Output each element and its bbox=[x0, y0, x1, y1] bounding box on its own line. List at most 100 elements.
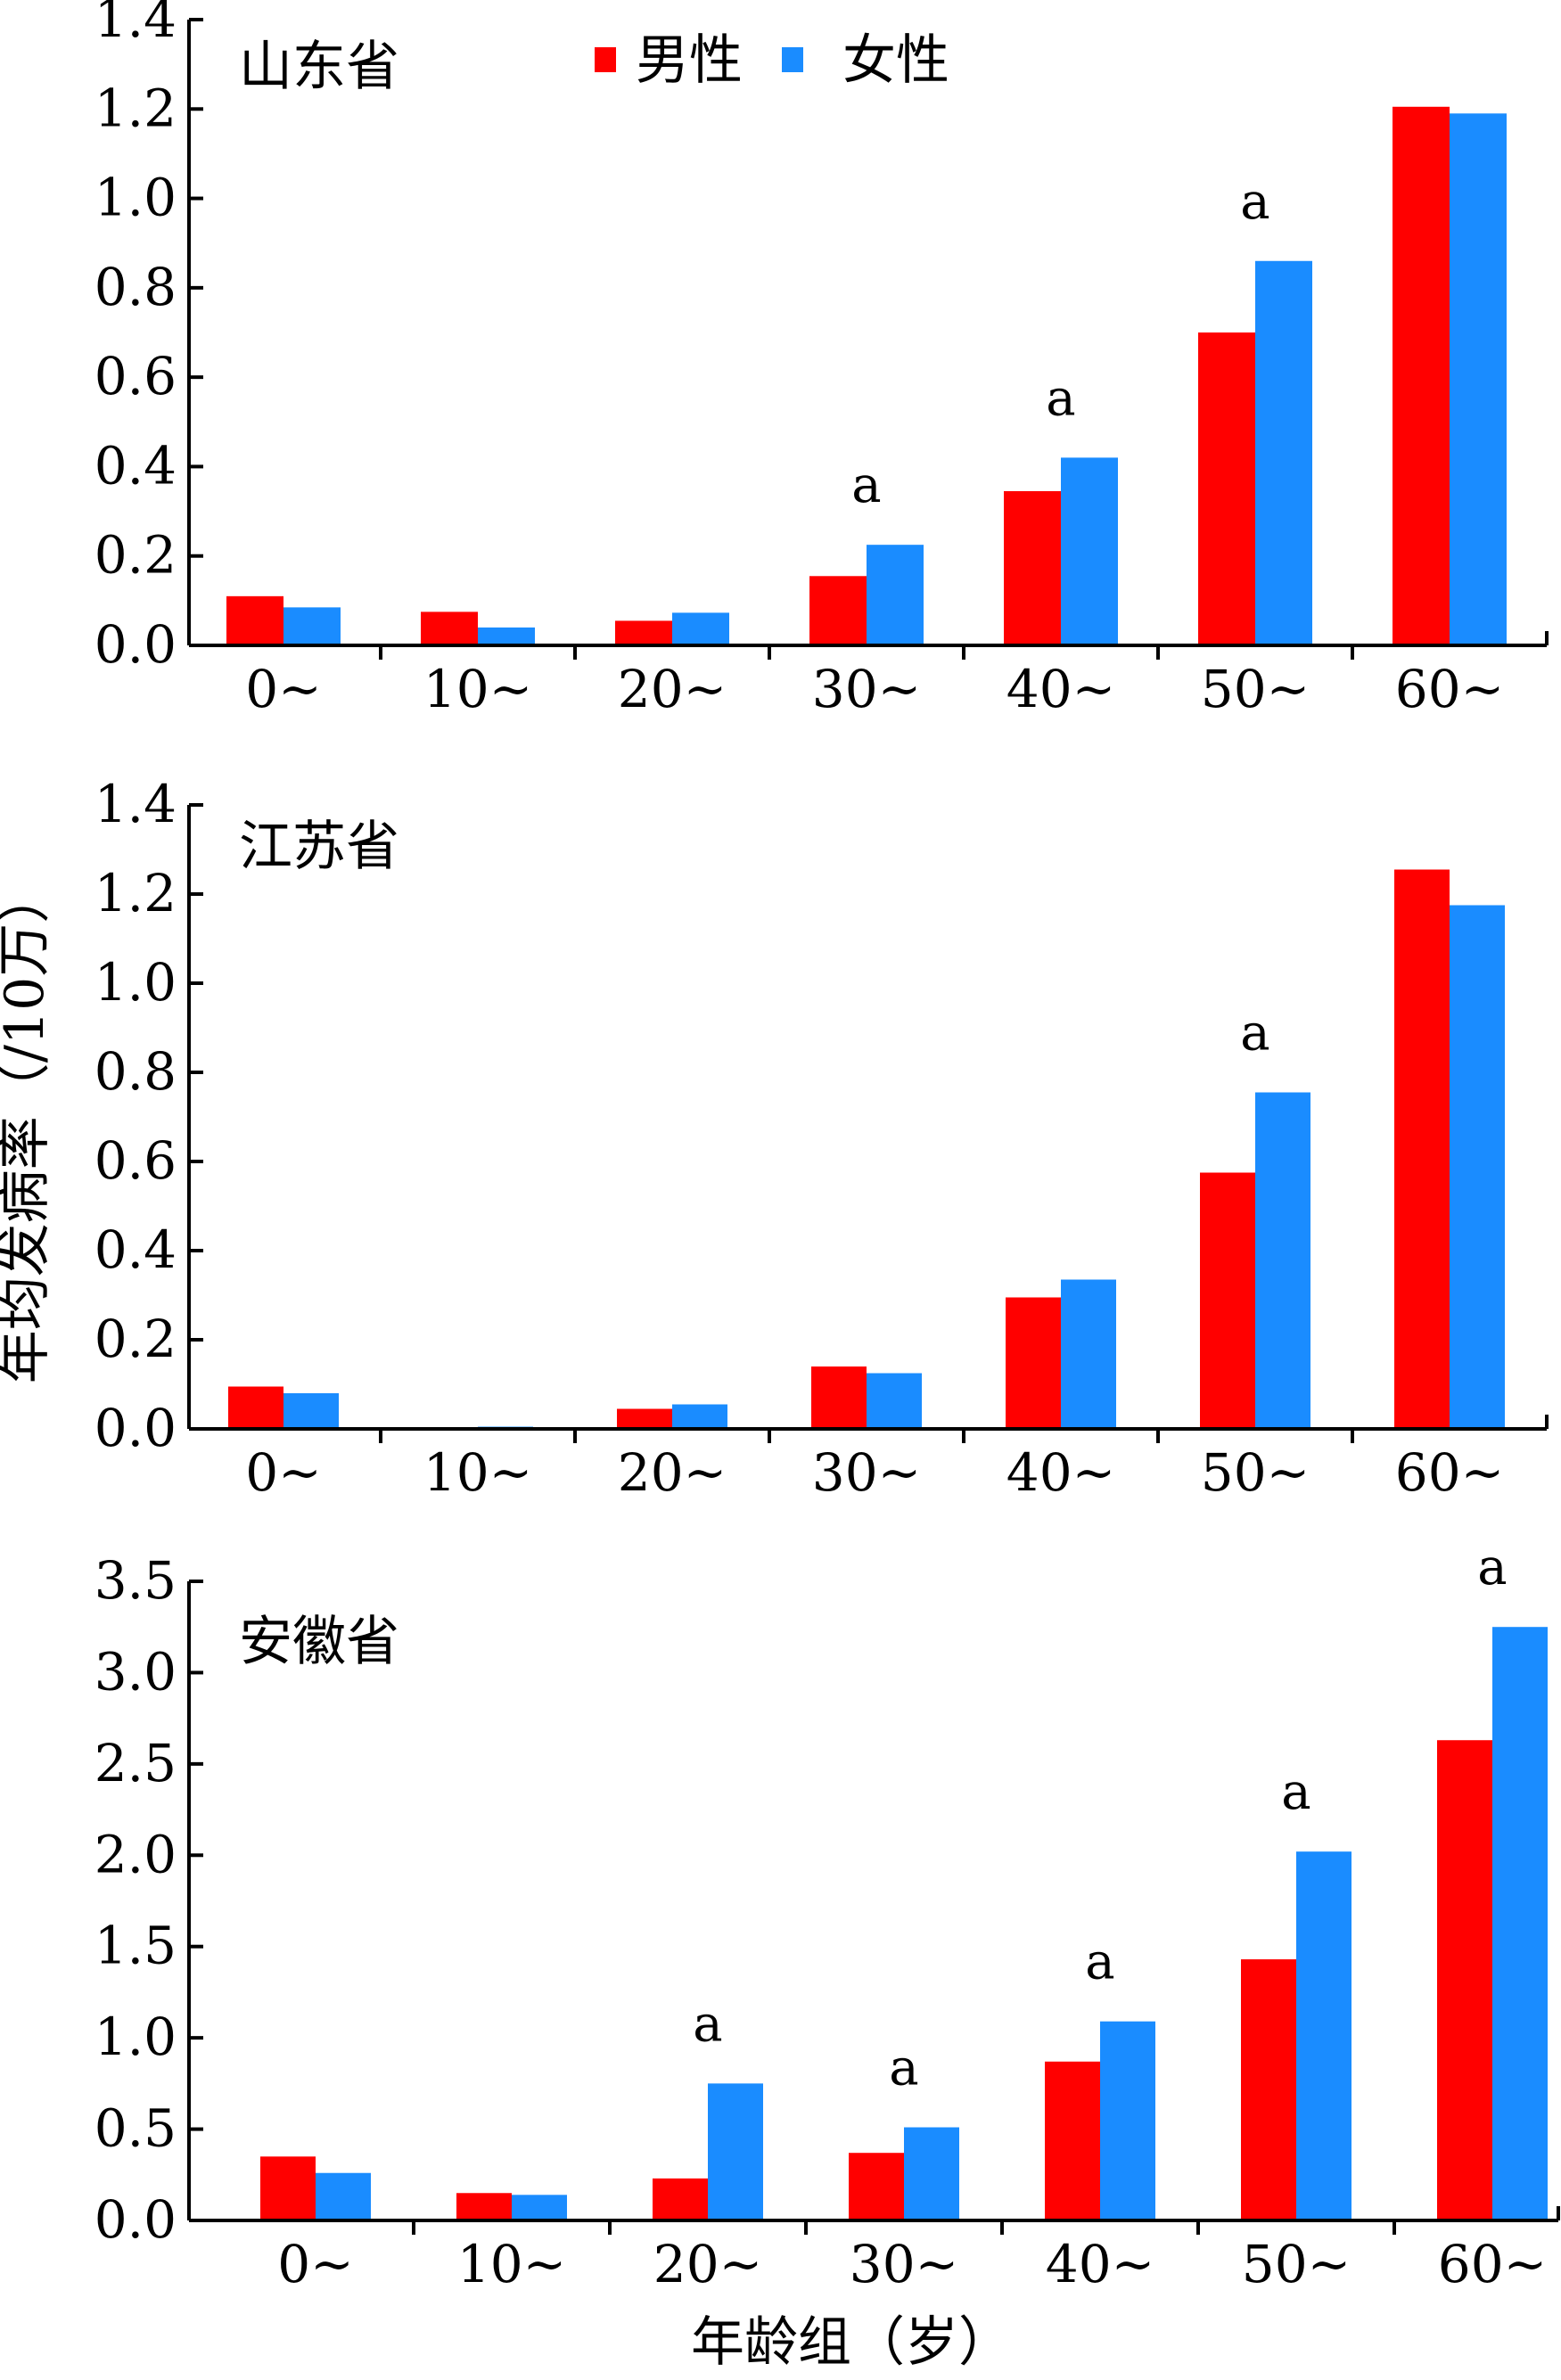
bar-male-40 bbox=[1004, 491, 1061, 645]
bar-male-40 bbox=[1045, 2061, 1100, 2220]
bar-male-10 bbox=[421, 611, 478, 645]
y-tick-label: 0.8 bbox=[94, 1041, 177, 1102]
x-tick-label: 20~ bbox=[618, 659, 727, 719]
bar-female-20 bbox=[672, 1404, 727, 1429]
bar-female-30 bbox=[867, 1373, 922, 1429]
significance-label: a bbox=[1240, 173, 1269, 231]
y-tick-label: 1.0 bbox=[94, 168, 177, 228]
significance-label: a bbox=[693, 1995, 722, 2053]
x-tick-label: 30~ bbox=[850, 2234, 958, 2294]
y-tick-label: 0.5 bbox=[94, 2098, 177, 2159]
y-axis-title: 年均发病率（/10万） bbox=[0, 870, 56, 1384]
bar-female-50 bbox=[1296, 1851, 1351, 2220]
bar-male-20 bbox=[653, 2178, 708, 2220]
significance-label: a bbox=[1281, 1763, 1310, 1821]
panel-3: 安徽省 0.0 0.5 1.0 1.5 2.0 2.5 3.0 3.5 0~ 10~ 20~ 30~ 40… bbox=[94, 1539, 1560, 2294]
y-tick-label: 1.0 bbox=[94, 2007, 177, 2067]
x-tick-label: 40~ bbox=[1046, 2234, 1154, 2294]
bar-male-0 bbox=[260, 2156, 316, 2220]
y-tick-label: 0.8 bbox=[94, 257, 177, 317]
significance-label: a bbox=[1240, 1005, 1269, 1063]
x-tick-label: 30~ bbox=[812, 1442, 921, 1503]
y-tick-label: 3.5 bbox=[94, 1550, 177, 1611]
x-tick-label: 10~ bbox=[457, 2234, 566, 2294]
bar-male-20 bbox=[617, 1408, 672, 1429]
bar-male-0 bbox=[226, 595, 283, 645]
panel-1: 山东省 0.0 0.2 0.4 0.6 0.8 1.0 1.2 1.4 0~ 10~ 20~ 30~ 40… bbox=[94, 0, 1549, 719]
bar-female-40 bbox=[1061, 1279, 1116, 1429]
y-tick-label: 0.4 bbox=[94, 435, 177, 496]
x-tick-label: 60~ bbox=[1395, 1442, 1504, 1503]
x-tick-label: 60~ bbox=[1438, 2234, 1547, 2294]
panel-title: 江苏省 bbox=[239, 816, 399, 878]
legend-swatch-female bbox=[782, 47, 803, 72]
panel-2: 江苏省 0.0 0.2 0.4 0.6 0.8 1.0 1.2 1.4 0~ 10~ 20~ 30~ 40… bbox=[94, 774, 1549, 1503]
legend-swatch-male bbox=[595, 47, 616, 72]
bar-female-30 bbox=[867, 545, 924, 645]
bar-female-50 bbox=[1255, 1092, 1310, 1429]
x-tick-label: 40~ bbox=[1006, 659, 1115, 719]
y-tick-label: 1.5 bbox=[94, 1916, 177, 1976]
significance-label: a bbox=[889, 2039, 918, 2097]
y-tick-label: 2.0 bbox=[94, 1824, 177, 1884]
significance-label: a bbox=[1046, 369, 1075, 427]
x-tick-label: 40~ bbox=[1006, 1442, 1115, 1503]
bar-male-30 bbox=[809, 576, 867, 645]
y-tick-label: 0.2 bbox=[94, 1309, 177, 1369]
legend: 男性 女性 bbox=[595, 29, 949, 92]
y-tick-label: 1.2 bbox=[94, 78, 177, 138]
bar-male-60 bbox=[1393, 106, 1450, 646]
bar-male-60 bbox=[1394, 869, 1450, 1429]
y-tick-label: 0.0 bbox=[94, 1398, 177, 1458]
bar-male-10 bbox=[456, 2193, 512, 2220]
bar-female-60 bbox=[1450, 905, 1505, 1429]
x-tick-label: 0~ bbox=[245, 1442, 322, 1503]
x-tick-label: 20~ bbox=[618, 1442, 727, 1503]
y-tick-label: 0.2 bbox=[94, 525, 177, 586]
significance-label: a bbox=[1477, 1539, 1507, 1596]
y-tick-label: 0.0 bbox=[94, 614, 177, 675]
bar-male-40 bbox=[1006, 1297, 1061, 1429]
bar-male-50 bbox=[1241, 1959, 1296, 2220]
x-tick-label: 0~ bbox=[277, 2234, 354, 2294]
panel-title: 山东省 bbox=[239, 36, 399, 98]
legend-label-female: 女性 bbox=[842, 29, 949, 92]
bar-female-10 bbox=[512, 2195, 567, 2220]
significance-label: a bbox=[851, 456, 881, 514]
y-tick-label: 0.0 bbox=[94, 2189, 177, 2250]
x-tick-label: 60~ bbox=[1395, 659, 1504, 719]
y-tick-label: 1.4 bbox=[94, 774, 177, 834]
y-tick-label: 1.0 bbox=[94, 952, 177, 1013]
bar-female-20 bbox=[708, 2083, 763, 2220]
x-tick-label: 50~ bbox=[1242, 2234, 1351, 2294]
y-tick-label: 0.6 bbox=[94, 346, 177, 406]
y-tick-label: 3.0 bbox=[94, 1641, 177, 1702]
bar-male-50 bbox=[1200, 1172, 1255, 1429]
x-tick-label: 50~ bbox=[1201, 659, 1310, 719]
bar-female-50 bbox=[1255, 260, 1312, 645]
chart-panels: 山东省 0.0 0.2 0.4 0.6 0.8 1.0 1.2 1.4 0~ 10~ 20~ 30~ 40… bbox=[94, 0, 1560, 2294]
x-tick-label: 10~ bbox=[423, 659, 532, 719]
bar-male-30 bbox=[811, 1366, 867, 1429]
panel-title: 安徽省 bbox=[239, 1611, 399, 1673]
x-tick-label: 50~ bbox=[1201, 1442, 1310, 1503]
x-tick-label: 30~ bbox=[812, 659, 921, 719]
bar-female-60 bbox=[1492, 1627, 1548, 2220]
bar-male-60 bbox=[1437, 1740, 1492, 2220]
x-axis-title: 年龄组（岁） bbox=[691, 2311, 1012, 2374]
legend-label-male: 男性 bbox=[636, 29, 743, 92]
bar-female-40 bbox=[1061, 457, 1118, 645]
bar-male-0 bbox=[228, 1386, 283, 1429]
y-tick-label: 2.5 bbox=[94, 1733, 177, 1793]
bar-female-0 bbox=[283, 607, 341, 645]
bar-female-0 bbox=[316, 2172, 371, 2220]
y-tick-label: 0.6 bbox=[94, 1130, 177, 1191]
y-tick-label: 0.4 bbox=[94, 1219, 177, 1280]
y-tick-label: 1.2 bbox=[94, 863, 177, 923]
bar-female-20 bbox=[672, 612, 729, 645]
bar-male-50 bbox=[1198, 332, 1255, 645]
bar-female-40 bbox=[1100, 2021, 1155, 2220]
bar-female-0 bbox=[283, 1393, 339, 1429]
x-tick-label: 0~ bbox=[245, 659, 322, 719]
